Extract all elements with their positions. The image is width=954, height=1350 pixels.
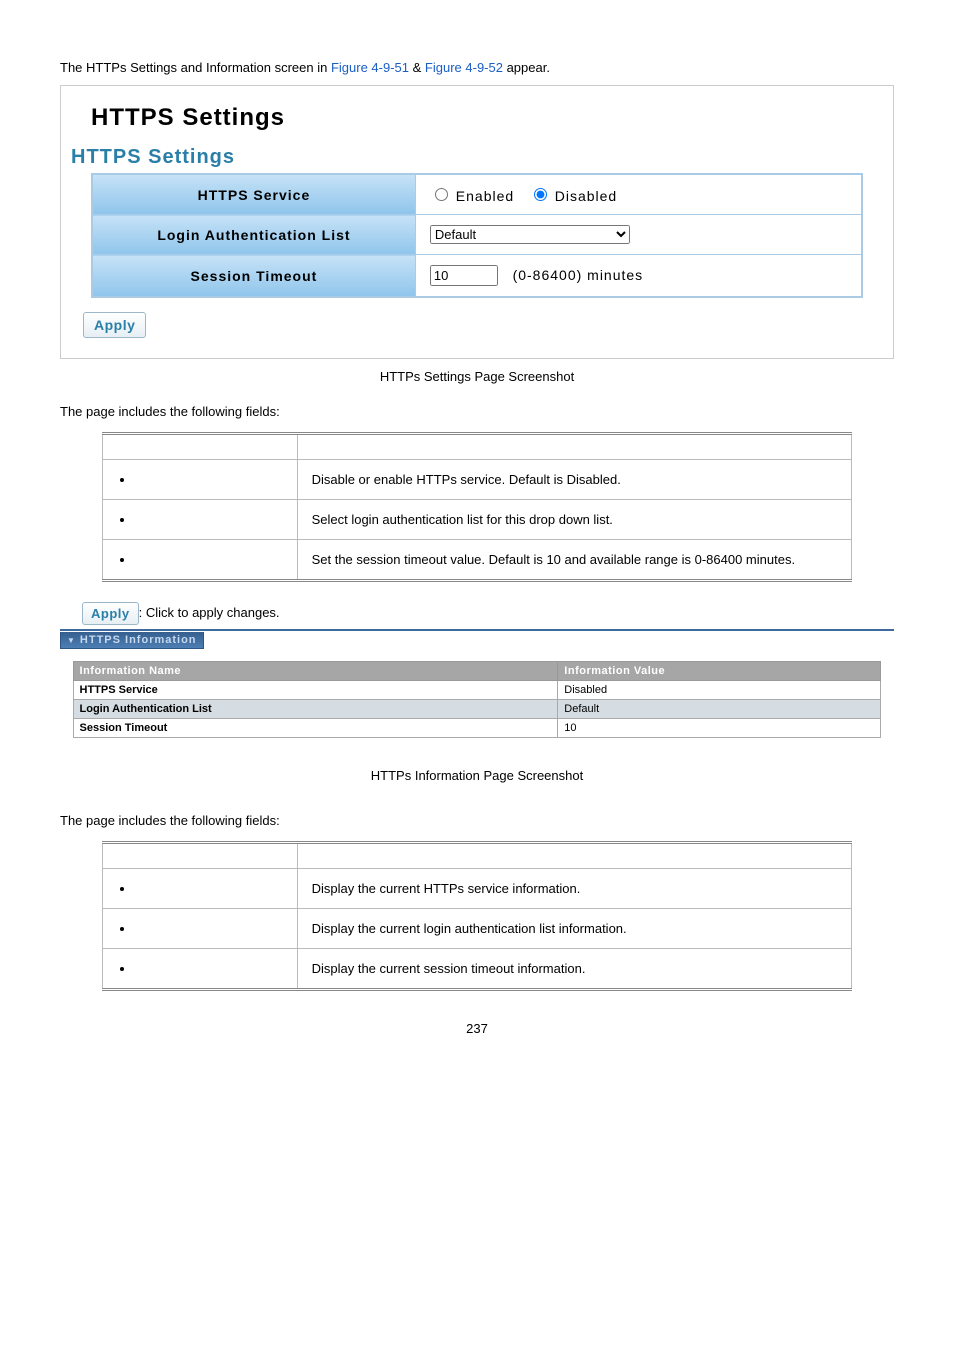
session-timeout-input[interactable]: [430, 265, 498, 286]
table-row: [102, 500, 297, 540]
desc-cell: Select login authentication list for thi…: [297, 500, 852, 540]
info-titlebar[interactable]: ▼ HTTPS Information: [60, 632, 204, 649]
https-service-label: HTTPS Service: [92, 174, 415, 215]
session-timeout-hint: (0-86400) minutes: [513, 267, 644, 283]
enabled-radio-label[interactable]: Enabled: [430, 188, 514, 204]
desc-cell: Display the current session timeout info…: [297, 949, 852, 990]
desc-cell: Display the current HTTPs service inform…: [297, 869, 852, 909]
fields-table-2: Display the current HTTPs service inform…: [102, 841, 853, 991]
info-title: HTTPS Information: [80, 634, 197, 646]
intro-prefix: The HTTPs Settings and Information scree…: [60, 60, 331, 75]
figure-link-1[interactable]: Figure 4-9-51: [331, 60, 409, 75]
disabled-radio[interactable]: [534, 188, 547, 201]
col-object: [102, 434, 297, 460]
page-number: 237: [60, 1021, 894, 1036]
intro-text: The HTTPs Settings and Information scree…: [60, 60, 894, 75]
info-name-cell: HTTPS Service: [73, 681, 558, 700]
https-settings-screenshot: HTTPS Settings HTTPS Settings HTTPS Serv…: [60, 85, 894, 359]
info-header-name: Information Name: [73, 662, 558, 681]
info-value-cell: Default: [558, 700, 881, 719]
https-information-screenshot: ▼ HTTPS Information Information Name Info…: [60, 629, 894, 758]
auth-list-label: Login Authentication List: [92, 215, 415, 255]
col-desc: [297, 843, 852, 869]
table-row: [102, 949, 297, 990]
info-name-cell: Session Timeout: [73, 719, 558, 738]
desc-cell: Set the session timeout value. Default i…: [297, 540, 852, 581]
intro-amp: &: [409, 60, 425, 75]
table-row: [102, 869, 297, 909]
table-row: [102, 909, 297, 949]
apply-note: Apply: Click to apply changes.: [82, 602, 894, 625]
fields-table-1: Disable or enable HTTPs service. Default…: [102, 432, 853, 582]
desc-cell: Display the current login authentication…: [297, 909, 852, 949]
fields-intro-1: The page includes the following fields:: [60, 404, 894, 419]
figure-link-2[interactable]: Figure 4-9-52: [425, 60, 503, 75]
screenshot-caption-1: HTTPs Settings Page Screenshot: [60, 369, 894, 384]
col-desc: [297, 434, 852, 460]
apply-button[interactable]: Apply: [83, 312, 146, 338]
disabled-radio-label[interactable]: Disabled: [529, 188, 617, 204]
table-row: [102, 540, 297, 581]
table-row: [102, 460, 297, 500]
info-name-cell: Login Authentication List: [73, 700, 558, 719]
settings-table: HTTPS Service Enabled Disabled Login Aut…: [91, 173, 863, 298]
info-table: Information Name Information Value HTTPS…: [73, 661, 882, 738]
page-title: HTTPS Settings: [91, 104, 863, 132]
chevron-down-icon: ▼: [67, 636, 76, 645]
session-timeout-label: Session Timeout: [92, 255, 415, 298]
enabled-text: Enabled: [456, 188, 514, 204]
desc-cell: Disable or enable HTTPs service. Default…: [297, 460, 852, 500]
info-value-cell: 10: [558, 719, 881, 738]
info-value-cell: Disabled: [558, 681, 881, 700]
enabled-radio[interactable]: [435, 188, 448, 201]
auth-list-select[interactable]: Default: [430, 225, 630, 244]
apply-button-inline[interactable]: Apply: [82, 602, 139, 625]
section-title: HTTPS Settings: [71, 146, 863, 169]
intro-suffix: appear.: [503, 60, 550, 75]
fields-intro-2: The page includes the following fields:: [60, 813, 894, 828]
apply-note-text: : Click to apply changes.: [139, 605, 280, 620]
disabled-text: Disabled: [555, 188, 617, 204]
screenshot-caption-2: HTTPs Information Page Screenshot: [60, 768, 894, 783]
col-object: [102, 843, 297, 869]
info-header-value: Information Value: [558, 662, 881, 681]
